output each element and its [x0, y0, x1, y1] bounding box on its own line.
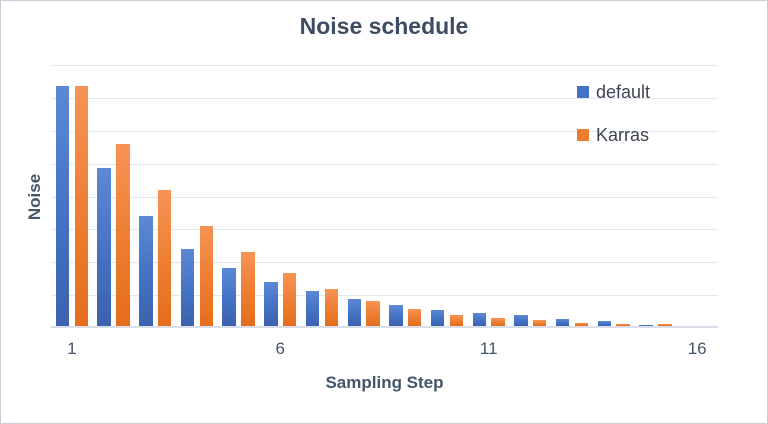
x-axis-title: Sampling Step: [325, 373, 444, 392]
gridline-y10: [51, 163, 718, 165]
bar-Karras-13: [574, 322, 589, 326]
legend-swatch-karras: [577, 129, 589, 141]
bar-default-2: [97, 168, 111, 326]
bar-Karras-12: [533, 320, 547, 326]
bar-Karras-14: [616, 324, 630, 326]
x-axis-tick-row: 1 6 11 16: [51, 339, 718, 361]
bar-Karras-11: [491, 317, 505, 326]
bar-default-5: [222, 268, 236, 326]
gridline-y8: [51, 196, 718, 198]
chart-legend: default Karras: [577, 79, 650, 165]
bar-default-11: [472, 312, 486, 326]
bar-default-15: [639, 325, 653, 326]
bar-default-6: [264, 281, 278, 326]
bar-default-3: [139, 215, 153, 326]
bar-Karras-6: [282, 273, 297, 326]
bar-default-4: [180, 248, 195, 326]
x-tick-label-11: 11: [479, 339, 498, 358]
gridline-y14: [51, 97, 718, 99]
gridline-y4: [51, 262, 718, 264]
plot-area: [51, 65, 718, 328]
bar-Karras-3: [157, 190, 172, 326]
bar-Karras-5: [241, 252, 255, 326]
legend-item-default: default: [577, 79, 650, 105]
bar-Karras-10: [449, 314, 464, 326]
x-tick-label-6: 6: [275, 339, 286, 358]
gridline-y2: [51, 295, 718, 297]
bar-Karras-2: [116, 143, 130, 326]
bar-default-12: [514, 315, 528, 326]
bar-Karras-1: [74, 86, 88, 326]
bar-default-8: [347, 298, 361, 326]
bar-default-1: [55, 86, 70, 326]
bar-default-13: [555, 318, 570, 326]
legend-label-karras: Karras: [596, 124, 650, 145]
x-tick-label-1: 1: [67, 339, 77, 358]
bar-Karras-4: [199, 225, 213, 326]
bar-Karras-15: [658, 323, 672, 326]
gridline-y16: [51, 65, 718, 66]
x-tick-label-16: 16: [687, 339, 707, 358]
bar-default-9: [389, 305, 403, 326]
chart-title: Noise schedule: [299, 13, 469, 39]
bar-default-10: [430, 309, 445, 326]
legend-swatch-default: [577, 86, 589, 98]
gridline-y6: [51, 229, 718, 231]
gridline-y12: [51, 130, 718, 132]
legend-item-karras: Karras: [577, 122, 650, 148]
y-axis-title: Noise: [25, 173, 44, 221]
bar-default-14: [597, 321, 612, 326]
bar-default-7: [305, 291, 320, 326]
bar-Karras-7: [324, 289, 339, 326]
legend-label-default: default: [596, 81, 651, 102]
bar-Karras-8: [366, 300, 380, 326]
bar-Karras-9: [408, 308, 422, 326]
